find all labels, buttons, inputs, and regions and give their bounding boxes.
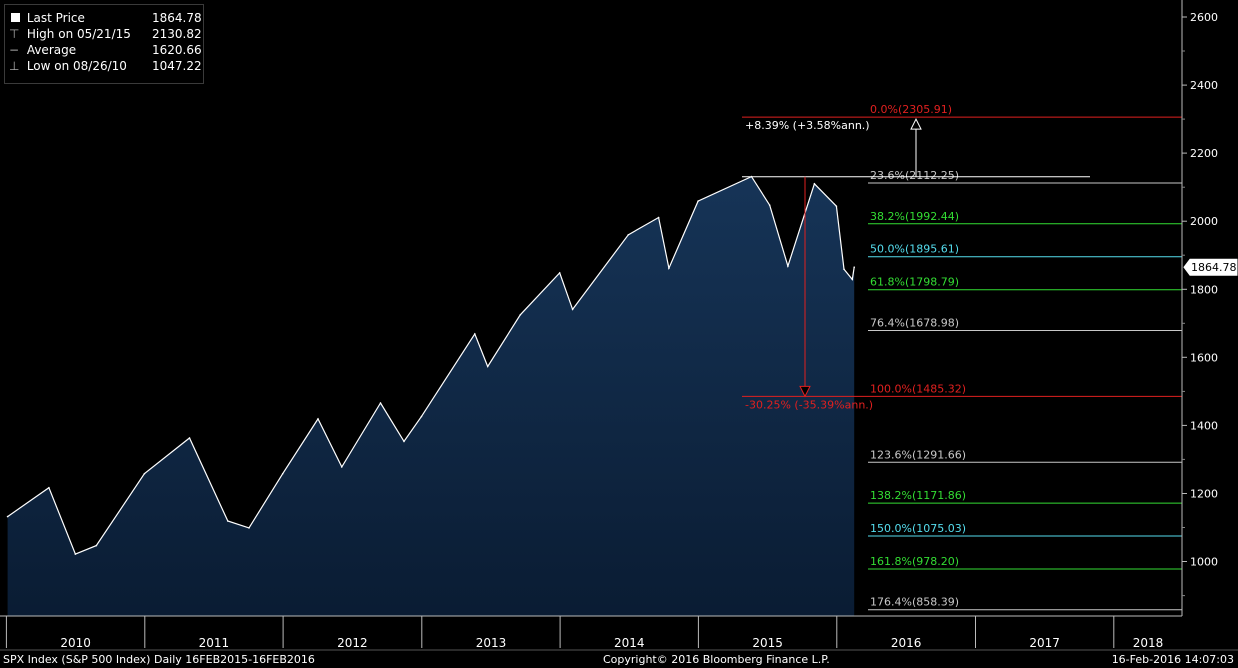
price-point [843,268,845,271]
price-point [420,415,423,418]
footer-copyright: Copyright© 2016 Bloomberg Finance L.P. [603,653,830,666]
y-axis: 1000 1200 1400 1600 1800 2000 2200 2400 2600 1864… [1181,0,1238,616]
y-tick-label: 1400 [1190,419,1218,432]
y-tick-label: 1800 [1190,283,1218,296]
legend-row-average: − Average 1620.66 [9,43,202,59]
price-point [74,553,77,555]
legend-value: 2130.82 [152,27,202,41]
price-point [657,216,660,219]
price-point [281,472,284,475]
fib-level-label: 38.2%(1992.44) [870,210,959,223]
price-area [7,176,855,616]
gain-annotation-label: +8.39% (+3.58%ann.) [745,119,870,132]
fib-level-label: 100.0%(1485.32) [870,382,966,395]
legend-value: 1047.22 [152,59,202,73]
price-point [143,472,146,475]
price-point [835,205,838,207]
price-point [627,234,630,236]
y-tick-label: 1600 [1190,351,1218,364]
price-point [486,365,489,368]
x-tick-label: 2015 [752,636,783,650]
last-price-square-icon [9,11,23,25]
price-point [668,267,670,270]
price-point [95,544,98,547]
price-area-layer [7,176,855,616]
legend-label: Average [26,43,77,57]
y-tick-label: 2000 [1190,215,1218,228]
price-point [768,204,771,206]
legend-row-low: ⊥ Low on 08/26/10 1047.22 [9,59,202,75]
x-tick-label: 2014 [614,636,645,650]
legend-row-high: ⊤ High on 05/21/15 2130.82 [9,27,202,43]
fib-level-label: 123.6%(1291.66) [870,448,966,461]
last-price-marker [1183,258,1238,276]
price-point [813,183,816,185]
footer-security-info: SPX Index (S&P 500 Index) Daily 16FEB201… [3,653,315,666]
price-point [697,200,699,202]
y-tick-label: 1200 [1190,488,1218,501]
fibonacci-layer: 0.0%(2305.91) 23.6%(2112.25) 38.2%(1992.44… [742,103,1182,611]
price-line-layer [6,175,855,555]
y-tick-label: 1000 [1190,556,1218,569]
down-arrow-icon [799,385,811,398]
price-point [188,437,191,439]
annotation-layer: +8.39% (+3.58%ann.) -30.25% (-35.39%ann.) [742,117,1090,411]
fib-level-label: 61.8%(1798.79) [870,276,959,289]
high-marker-icon: ⊤ [9,27,20,41]
x-tick-label: 2011 [199,636,230,650]
legend-value: 1620.66 [152,43,202,57]
price-point [6,515,9,518]
loss-annotation-label: -30.25% (-35.39%ann.) [745,398,873,411]
x-tick-label: 2010 [60,636,91,650]
legend-label: Low on 08/26/10 [26,59,127,73]
price-point [379,402,382,404]
fib-level-label: 50.0%(1895.61) [870,243,959,256]
price-point [227,520,229,522]
y-tick-label: 2600 [1190,11,1218,24]
price-point [571,308,574,311]
y-tick-label: 2400 [1190,79,1218,92]
price-point [474,333,476,335]
up-arrow-icon [910,117,922,130]
average-line-icon: − [9,43,20,57]
fib-level-label: 150.0%(1075.03) [870,522,966,535]
price-point [558,272,561,274]
legend-label: Last Price [26,11,85,25]
price-point [519,314,522,316]
x-tick-label: 2012 [337,636,368,650]
price-point [248,527,250,529]
fib-level-label: 138.2%(1171.86) [870,489,966,502]
fib-level-label: 23.6%(2112.25) [870,169,959,182]
fib-level-label: 76.4%(1678.98) [870,317,959,330]
legend-label: High on 05/21/15 [26,27,131,41]
price-point [787,265,789,267]
x-axis: 2010 2011 2012 2013 2014 2015 2016 2017 2018 [0,615,1238,651]
price-point [341,466,343,468]
fib-level-label: 0.0%(2305.91) [870,103,952,116]
last-price-label: 1864.78 [1191,261,1237,274]
price-point [403,440,405,443]
fib-level-label: 161.8%(978.20) [870,555,959,568]
price-point [317,418,319,420]
y-tick-label: 2200 [1190,147,1218,160]
price-point [48,486,50,489]
fib-level-label: 176.4%(858.39) [870,596,959,609]
x-tick-label: 2018 [1133,636,1164,650]
legend-value: 1864.78 [152,11,202,25]
footer-timestamp: 16-Feb-2016 14:07:03 [1111,653,1234,666]
price-point [853,266,855,269]
legend-box: Last Price 1864.78 ⊤ High on 05/21/15 21… [4,4,204,84]
low-marker-icon: ⊥ [9,59,20,73]
price-point [851,278,854,281]
x-tick-label: 2016 [891,636,922,650]
x-tick-label: 2013 [476,636,507,650]
legend-row-last-price: Last Price 1864.78 [9,11,202,27]
x-tick-label: 2017 [1029,636,1060,650]
